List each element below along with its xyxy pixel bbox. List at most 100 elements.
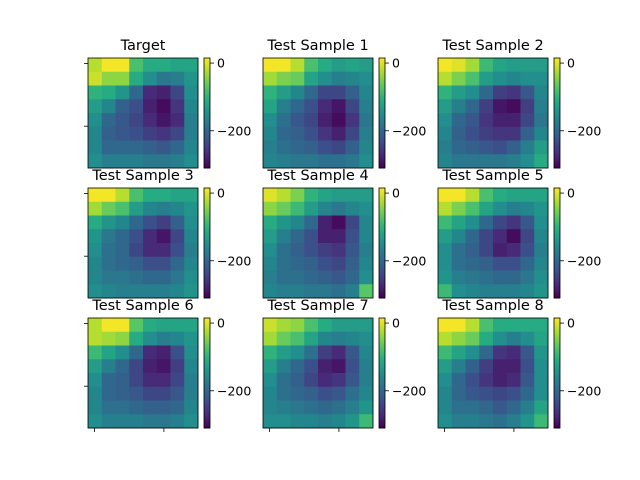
heatmap-cell xyxy=(129,126,144,141)
heatmap-cell xyxy=(184,284,199,299)
colorbar-segment xyxy=(204,373,210,376)
heatmap-cell xyxy=(101,256,116,271)
heatmap-cell xyxy=(493,256,508,271)
colorbar-segment xyxy=(379,371,385,374)
colorbar-segment xyxy=(379,291,385,294)
colorbar-segment xyxy=(204,236,210,239)
heatmap-cell xyxy=(115,331,130,346)
colorbar-segment xyxy=(204,118,210,121)
heatmap-cell xyxy=(101,229,116,244)
heatmap-cell xyxy=(534,215,549,230)
colorbar-tick-label: 0 xyxy=(567,316,575,331)
heatmap-cell xyxy=(263,331,278,346)
colorbar-segment xyxy=(554,379,560,383)
heatmap-cell xyxy=(129,345,144,360)
colorbar-segment xyxy=(379,330,385,333)
colorbar-segment xyxy=(554,267,560,270)
heatmap-cell xyxy=(263,243,278,258)
colorbar-segment xyxy=(554,208,560,211)
colorbar-segment xyxy=(554,340,560,343)
colorbar-segment xyxy=(554,203,560,206)
colorbar-segment xyxy=(204,234,210,237)
heatmap-cell xyxy=(506,331,521,346)
heatmap-cell xyxy=(493,270,508,285)
colorbar-segment xyxy=(379,205,385,208)
colorbar-segment xyxy=(204,248,210,251)
colorbar-segment xyxy=(204,407,210,410)
heatmap-cell xyxy=(101,318,116,333)
heatmap-cell xyxy=(331,126,346,141)
heatmap-cell xyxy=(170,318,185,333)
heatmap-cell xyxy=(170,140,185,155)
colorbar-segment xyxy=(554,220,560,223)
colorbar-segment xyxy=(204,374,210,377)
heatmap-cell xyxy=(520,188,535,203)
colorbar-segment xyxy=(379,193,385,196)
heatmap-cell xyxy=(184,99,199,114)
colorbar-segment xyxy=(204,83,210,86)
heatmap-cell xyxy=(276,270,291,285)
heatmap-cell xyxy=(170,331,185,346)
heatmap-cell xyxy=(534,284,549,299)
heatmap-cell xyxy=(156,331,171,346)
heatmap-cell xyxy=(359,318,374,333)
colorbar-segment xyxy=(204,292,210,296)
heatmap-cell xyxy=(451,201,466,216)
colorbar-segment xyxy=(379,229,385,232)
colorbar-segment xyxy=(204,359,210,362)
heatmap-cell xyxy=(129,318,144,333)
colorbar-segment xyxy=(554,59,560,62)
colorbar-segment xyxy=(379,397,385,400)
heatmap-cell xyxy=(451,400,466,415)
panel-title: Test Sample 7 xyxy=(266,298,368,314)
heatmap-cell xyxy=(115,345,130,360)
colorbar-segment xyxy=(379,412,385,415)
heatmap-cell xyxy=(451,373,466,388)
heatmap-cell xyxy=(465,386,480,401)
heatmap-cell xyxy=(493,85,508,100)
heatmap-cell xyxy=(359,345,374,360)
heatmap-cell xyxy=(506,359,521,374)
colorbar-tick-label: 0 xyxy=(392,56,400,71)
colorbar-segment xyxy=(204,289,210,292)
colorbar-segment xyxy=(554,280,560,284)
colorbar-segment xyxy=(554,159,560,162)
heatmap-cell xyxy=(184,126,199,141)
heatmap-cell xyxy=(479,113,494,128)
heatmap-cell xyxy=(276,331,291,346)
colorbar-segment xyxy=(379,232,385,235)
colorbar-segment xyxy=(379,251,385,254)
colorbar-frame xyxy=(203,317,211,429)
colorbar-segment xyxy=(379,261,385,265)
colorbar-segment xyxy=(379,265,385,268)
colorbar-segment xyxy=(379,279,385,282)
colorbar-tick-label: −200 xyxy=(392,123,426,138)
colorbar-segment xyxy=(554,284,560,287)
colorbar-segment xyxy=(204,379,210,383)
panel-9: Test Sample 8 0 −200 xyxy=(437,298,601,432)
heatmap-cell xyxy=(318,113,333,128)
colorbar-segment xyxy=(379,225,385,229)
heatmap-cell xyxy=(101,243,116,258)
heatmap-cell xyxy=(276,154,291,169)
heatmap-cell xyxy=(143,373,158,388)
heatmap-cell xyxy=(156,154,171,169)
heatmap-cell xyxy=(345,345,360,360)
heatmap-cell xyxy=(170,256,185,271)
colorbar-tick-label: −200 xyxy=(217,253,251,268)
heatmap-cell xyxy=(290,386,305,401)
heatmap-cell xyxy=(88,229,103,244)
heatmap-cell xyxy=(304,154,319,169)
colorbar-segment xyxy=(379,393,385,396)
heatmap-cell xyxy=(465,126,480,141)
colorbar-segment xyxy=(204,114,210,117)
heatmap-cell xyxy=(263,113,278,128)
colorbar-segment xyxy=(554,393,560,396)
colorbar-segment xyxy=(554,409,560,412)
colorbar-segment xyxy=(204,63,210,66)
heatmap-cell xyxy=(170,373,185,388)
heatmap-cell xyxy=(331,318,346,333)
colorbar-segment xyxy=(204,268,210,271)
heatmap-cell xyxy=(290,71,305,86)
